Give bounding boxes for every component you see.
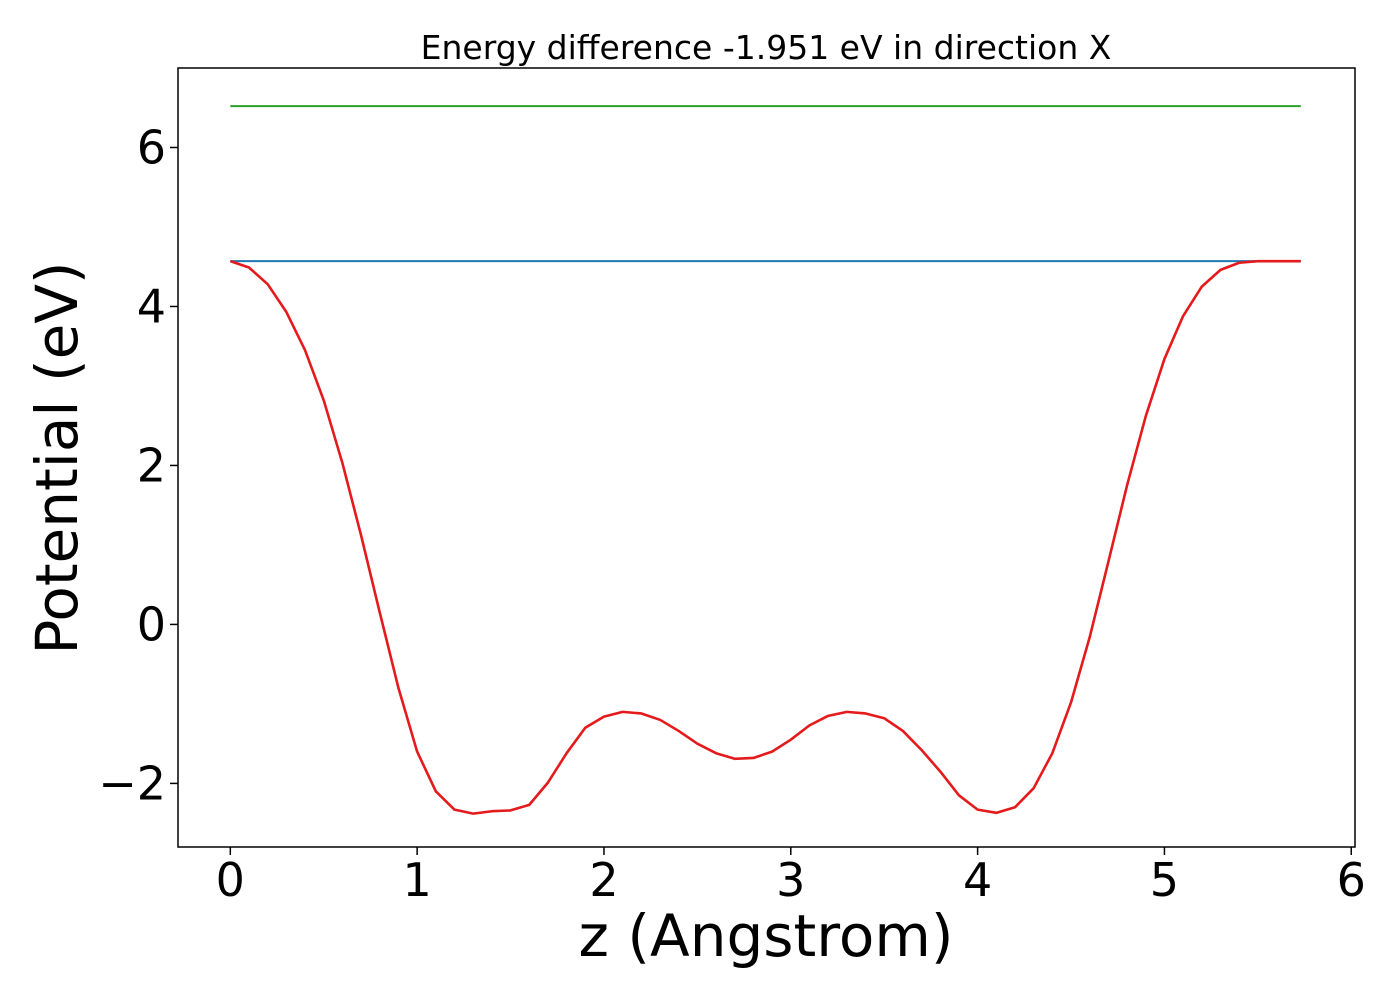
plot-area-frame	[177, 67, 1356, 848]
x-tick-label: 5	[1150, 853, 1179, 907]
y-tick-label: −2	[98, 756, 166, 810]
x-tick-label: 1	[402, 853, 431, 907]
y-axis-ticks: −2 0 2 4 6	[98, 120, 178, 810]
y-tick-label: 2	[137, 438, 166, 492]
series-line-3	[229, 259, 1301, 815]
y-axis-label: Potential (eV)	[23, 261, 91, 654]
x-tick-label: 2	[589, 853, 618, 907]
x-axis-ticks: 0 1 2 3 4 5 6	[216, 847, 1366, 907]
series-layer	[229, 105, 1301, 815]
y-tick-label: 0	[137, 597, 166, 651]
x-tick-label: 3	[776, 853, 805, 907]
x-axis-label: z (Angstrom)	[579, 902, 954, 970]
chart-title: Energy difference -1.951 eV in direction…	[421, 28, 1112, 67]
x-tick-label: 4	[963, 853, 992, 907]
x-tick-label: 6	[1337, 853, 1366, 907]
y-tick-label: 6	[137, 120, 166, 174]
x-tick-label: 0	[216, 853, 245, 907]
y-tick-label: 4	[137, 279, 166, 333]
